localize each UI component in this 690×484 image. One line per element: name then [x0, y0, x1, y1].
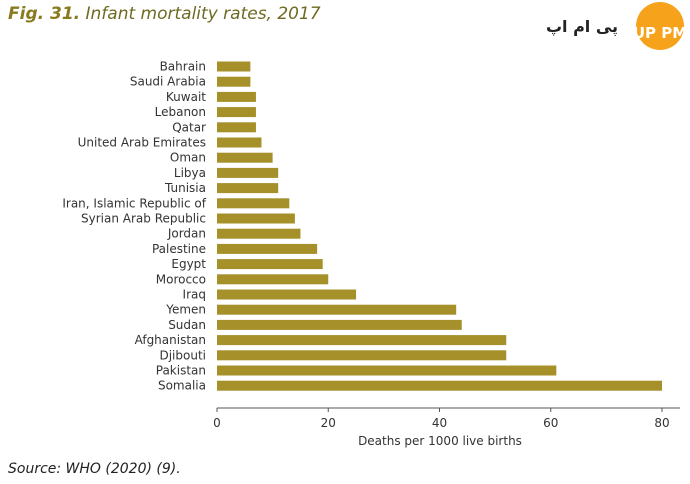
category-label: Iraq: [183, 288, 206, 302]
bar-iraq: [217, 289, 357, 300]
bar-kuwait: [217, 91, 256, 102]
category-label: Pakistan: [156, 364, 206, 378]
category-label: Kuwait: [166, 90, 206, 104]
category-label: Lebanon: [155, 105, 206, 119]
bar-libya: [217, 167, 279, 178]
category-label: Sudan: [168, 318, 206, 332]
bar-egypt: [217, 259, 323, 270]
source-note: Source: WHO (2020) (9).: [8, 461, 181, 477]
watermark-logo: پی ام اپ UP PM: [546, 2, 687, 50]
x-tick-label: 0: [213, 416, 221, 430]
x-tick-label: 80: [654, 416, 669, 430]
bar-jordan: [217, 228, 301, 239]
bar-qatar: [217, 122, 256, 133]
category-label: Egypt: [171, 257, 206, 271]
watermark-badge-text: UP PM: [633, 24, 687, 42]
bar-syrian-arab-republic: [217, 213, 295, 224]
category-label: Iran, Islamic Republic of: [62, 196, 206, 210]
figure-number: Fig. 31.: [8, 4, 81, 24]
bar-yemen: [217, 304, 457, 315]
category-label: Yemen: [165, 303, 206, 317]
bar-somalia: [217, 380, 662, 391]
x-tick-label: 20: [321, 416, 336, 430]
bar-bahrain: [217, 61, 251, 72]
category-label: Libya: [174, 166, 206, 180]
bar-oman: [217, 152, 273, 163]
bar-tunisia: [217, 183, 279, 194]
bar-lebanon: [217, 107, 256, 118]
x-tick-label: 40: [432, 416, 447, 430]
category-label: Djibouti: [159, 348, 206, 362]
category-label: United Arab Emirates: [78, 136, 206, 150]
category-label: Afghanistan: [135, 333, 206, 347]
bar-palestine: [217, 243, 318, 254]
category-label: Qatar: [172, 120, 206, 134]
bar-saudi-arabia: [217, 76, 251, 87]
figure-title-text: Infant mortality rates, 2017: [85, 4, 321, 24]
bars-group: [217, 61, 662, 391]
watermark-text: پی ام اپ: [546, 17, 618, 37]
bar-pakistan: [217, 365, 557, 376]
category-label: Saudi Arabia: [130, 75, 206, 89]
category-label: Bahrain: [160, 60, 206, 74]
category-label: Oman: [170, 151, 206, 165]
figure-title: Fig. 31. Infant mortality rates, 2017: [8, 4, 321, 24]
watermark-badge-icon: [636, 2, 684, 50]
category-label: Somalia: [158, 379, 206, 393]
category-label: Tunisia: [164, 181, 206, 195]
x-axis-ticks: 0 20 40 60 80: [213, 408, 670, 430]
category-label: Morocco: [156, 272, 206, 286]
x-axis-title: Deaths per 1000 live births: [358, 434, 522, 448]
bar-iran-islamic-republic-of: [217, 198, 290, 209]
category-label: Syrian Arab Republic: [81, 212, 206, 226]
bar-djibouti: [217, 350, 507, 361]
bar-sudan: [217, 319, 462, 330]
category-label: Jordan: [167, 227, 206, 241]
bar-afghanistan: [217, 335, 507, 346]
bar-united-arab-emirates: [217, 137, 262, 148]
category-label: Palestine: [152, 242, 206, 256]
x-tick-label: 60: [543, 416, 558, 430]
bar-morocco: [217, 274, 329, 285]
